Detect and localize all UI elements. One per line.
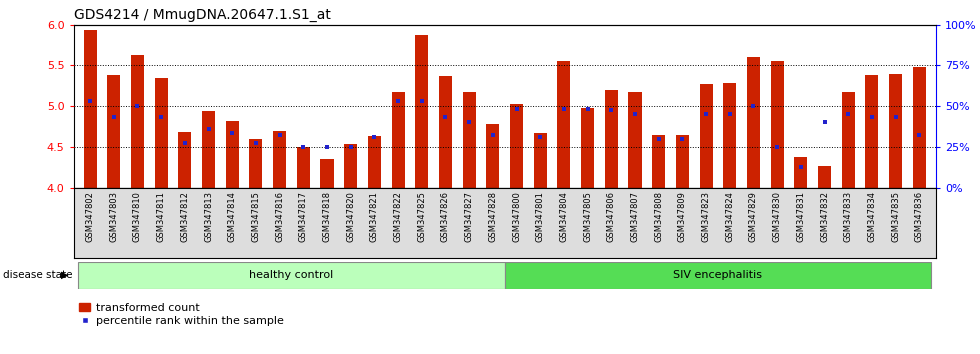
Bar (320, 159, 333, 188)
Text: GSM347815: GSM347815 (252, 191, 261, 242)
Text: disease state: disease state (3, 270, 73, 280)
Text: GSM347821: GSM347821 (369, 191, 379, 242)
Bar (486, 124, 500, 188)
Text: GSM347801: GSM347801 (536, 191, 545, 242)
Bar (107, 75, 121, 188)
Bar (178, 132, 191, 188)
Text: GSM347809: GSM347809 (678, 191, 687, 242)
Bar (344, 144, 358, 188)
Bar (202, 111, 215, 188)
Bar (818, 166, 831, 188)
Bar (392, 92, 405, 188)
Text: GSM347800: GSM347800 (512, 191, 521, 242)
Bar (131, 55, 144, 188)
Text: GDS4214 / MmugDNA.20647.1.S1_at: GDS4214 / MmugDNA.20647.1.S1_at (74, 8, 330, 22)
Text: GSM347808: GSM347808 (655, 191, 663, 242)
Bar (463, 92, 475, 188)
Bar (676, 135, 689, 188)
Bar (605, 90, 617, 188)
Bar (250, 139, 263, 188)
Text: GSM347814: GSM347814 (227, 191, 237, 242)
Bar (225, 121, 239, 188)
Text: GSM347836: GSM347836 (914, 191, 924, 242)
Text: GSM347816: GSM347816 (275, 191, 284, 242)
Bar (581, 108, 594, 188)
Text: GSM347811: GSM347811 (157, 191, 166, 242)
Text: healthy control: healthy control (249, 270, 333, 280)
Text: GSM347829: GSM347829 (749, 191, 758, 242)
Bar (795, 157, 808, 188)
Text: GSM347828: GSM347828 (488, 191, 498, 242)
Bar (368, 136, 381, 188)
Bar (155, 78, 168, 188)
Text: GSM347833: GSM347833 (844, 191, 853, 242)
Text: GSM347803: GSM347803 (110, 191, 119, 242)
Text: GSM347813: GSM347813 (204, 191, 213, 242)
Text: GSM347802: GSM347802 (85, 191, 95, 242)
Text: GSM347824: GSM347824 (725, 191, 734, 242)
Bar (842, 92, 855, 188)
Text: GSM347822: GSM347822 (394, 191, 403, 242)
Bar (652, 135, 665, 188)
Bar (558, 62, 570, 188)
Text: GSM347806: GSM347806 (607, 191, 615, 242)
Text: GSM347832: GSM347832 (820, 191, 829, 242)
Text: GSM347835: GSM347835 (891, 191, 900, 242)
Text: GSM347817: GSM347817 (299, 191, 308, 242)
Text: GSM347827: GSM347827 (465, 191, 473, 242)
Text: GSM347812: GSM347812 (180, 191, 189, 242)
Text: GSM347810: GSM347810 (133, 191, 142, 242)
Bar (534, 133, 547, 188)
Bar (747, 57, 760, 188)
Bar (439, 76, 452, 188)
Text: GSM347834: GSM347834 (867, 191, 876, 242)
Bar (510, 104, 523, 188)
Text: GSM347818: GSM347818 (322, 191, 331, 242)
Text: SIV encephalitis: SIV encephalitis (673, 270, 762, 280)
FancyBboxPatch shape (78, 262, 505, 289)
Bar (416, 35, 428, 188)
Bar (273, 131, 286, 188)
Text: GSM347807: GSM347807 (630, 191, 640, 242)
Bar (889, 74, 903, 188)
Bar (770, 62, 784, 188)
Text: GSM347831: GSM347831 (797, 191, 806, 242)
Bar (297, 147, 310, 188)
Text: GSM347830: GSM347830 (772, 191, 782, 242)
FancyBboxPatch shape (505, 262, 931, 289)
Text: ▶: ▶ (61, 270, 69, 280)
Text: GSM347826: GSM347826 (441, 191, 450, 242)
Text: GSM347823: GSM347823 (702, 191, 710, 242)
Legend: transformed count, percentile rank within the sample: transformed count, percentile rank withi… (79, 303, 283, 326)
Bar (700, 84, 712, 188)
Bar (912, 67, 926, 188)
Bar (865, 75, 878, 188)
Text: GSM347820: GSM347820 (346, 191, 355, 242)
Text: GSM347825: GSM347825 (417, 191, 426, 242)
Bar (628, 92, 642, 188)
Bar (83, 30, 97, 188)
Text: GSM347805: GSM347805 (583, 191, 592, 242)
Text: GSM347804: GSM347804 (560, 191, 568, 242)
Bar (723, 84, 736, 188)
